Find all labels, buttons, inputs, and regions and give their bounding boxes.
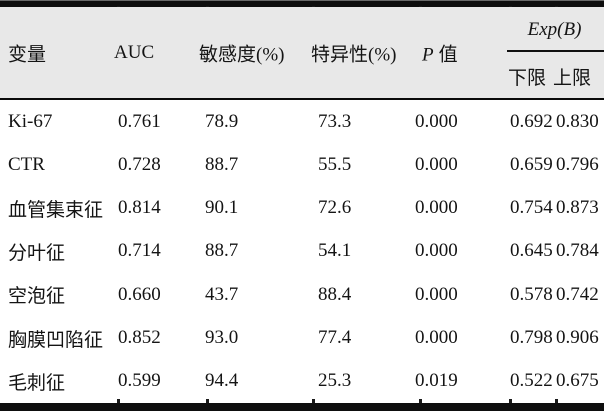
cell-p-value: 0.000 (415, 197, 458, 219)
cell-variable: 分叶征 (8, 242, 66, 264)
header-lower-limit: 下限 (508, 68, 547, 89)
cell-p-value: 0.019 (415, 370, 458, 392)
cell-variable: CTR (8, 153, 45, 175)
table-bottom-rule (0, 403, 604, 411)
cell-specificity: 72.6 (318, 197, 352, 219)
cell-p-value: 0.000 (415, 327, 458, 349)
table-row: 空泡征 0.660 43.7 88.4 0.000 0.578 0.742 (0, 273, 604, 316)
cell-upper-limit: 0.784 (556, 240, 599, 262)
column-tick (312, 399, 315, 404)
cell-auc: 0.852 (118, 327, 161, 349)
header-specificity: 特异性(%) (311, 44, 397, 65)
cell-sensitivity: 88.7 (205, 240, 239, 262)
cell-sensitivity: 94.4 (205, 370, 239, 392)
column-tick (555, 399, 558, 404)
cell-p-value: 0.000 (415, 110, 458, 132)
cell-specificity: 55.5 (318, 153, 352, 175)
cell-variable: Ki-67 (8, 110, 53, 132)
table-row: 毛刺征 0.599 94.4 25.3 0.019 0.522 0.675 (0, 360, 604, 403)
cell-sensitivity: 93.0 (205, 327, 239, 349)
cell-specificity: 88.4 (318, 283, 352, 305)
cell-auc: 0.728 (118, 153, 161, 175)
cell-lower-limit: 0.798 (510, 327, 553, 349)
exp-b-divider (507, 50, 604, 52)
cell-upper-limit: 0.906 (556, 327, 599, 349)
cell-p-value: 0.000 (415, 240, 458, 262)
cell-variable: 胸膜凹陷征 (8, 329, 104, 351)
cell-variable: 血管集束征 (8, 199, 104, 221)
column-tick (419, 399, 422, 404)
cell-auc: 0.599 (118, 370, 161, 392)
cell-variable: 空泡征 (8, 286, 66, 308)
table-body: Ki-67 0.761 78.9 73.3 0.000 0.692 0.830 … (0, 100, 604, 403)
cell-p-value: 0.000 (415, 283, 458, 305)
exp-b-subheaders: 下限 上限 (508, 63, 591, 90)
column-tick (509, 399, 512, 404)
cell-lower-limit: 0.659 (510, 153, 553, 175)
p-value-text: 值 (438, 44, 458, 65)
cell-lower-limit: 0.692 (510, 110, 553, 132)
cell-lower-limit: 0.522 (510, 370, 553, 392)
cell-specificity: 54.1 (318, 240, 352, 262)
cell-lower-limit: 0.754 (510, 197, 553, 219)
table-row: 胸膜凹陷征 0.852 93.0 77.4 0.000 0.798 0.906 (0, 316, 604, 359)
column-tick (206, 399, 209, 404)
cell-sensitivity: 90.1 (205, 197, 239, 219)
cell-sensitivity: 43.7 (205, 283, 239, 305)
table-top-rule (0, 0, 604, 7)
header-variable: 变量 (8, 44, 47, 65)
cell-variable: 毛刺征 (8, 372, 66, 394)
cell-upper-limit: 0.675 (556, 370, 599, 392)
cell-sensitivity: 78.9 (205, 110, 239, 132)
table-row: 血管集束征 0.814 90.1 72.6 0.000 0.754 0.873 (0, 187, 604, 230)
header-sensitivity: 敏感度(%) (199, 44, 285, 65)
table-row: CTR 0.728 88.7 55.5 0.000 0.659 0.796 (0, 143, 604, 186)
cell-auc: 0.660 (118, 283, 161, 305)
exp-b-group: Exp(B) 下限 上限 (505, 7, 604, 98)
cell-auc: 0.714 (118, 240, 161, 262)
table-row: 分叶征 0.714 88.7 54.1 0.000 0.645 0.784 (0, 230, 604, 273)
p-value-symbol: P (422, 44, 434, 65)
cell-specificity: 77.4 (318, 327, 352, 349)
cell-specificity: 73.3 (318, 110, 352, 132)
cell-p-value: 0.000 (415, 153, 458, 175)
header-upper-limit: 上限 (553, 68, 592, 89)
cell-lower-limit: 0.578 (510, 283, 553, 305)
cell-upper-limit: 0.796 (556, 153, 599, 175)
cell-specificity: 25.3 (318, 370, 352, 392)
cell-upper-limit: 0.742 (556, 283, 599, 305)
table-row: Ki-67 0.761 78.9 73.3 0.000 0.692 0.830 (0, 100, 604, 143)
cell-lower-limit: 0.645 (510, 240, 553, 262)
cell-upper-limit: 0.873 (556, 197, 599, 219)
header-exp-b: Exp(B) (527, 19, 582, 40)
cell-auc: 0.761 (118, 110, 161, 132)
column-tick (117, 399, 120, 404)
cell-upper-limit: 0.830 (556, 110, 599, 132)
header-auc: AUC (114, 41, 155, 63)
cell-sensitivity: 88.7 (205, 153, 239, 175)
cell-auc: 0.814 (118, 197, 161, 219)
